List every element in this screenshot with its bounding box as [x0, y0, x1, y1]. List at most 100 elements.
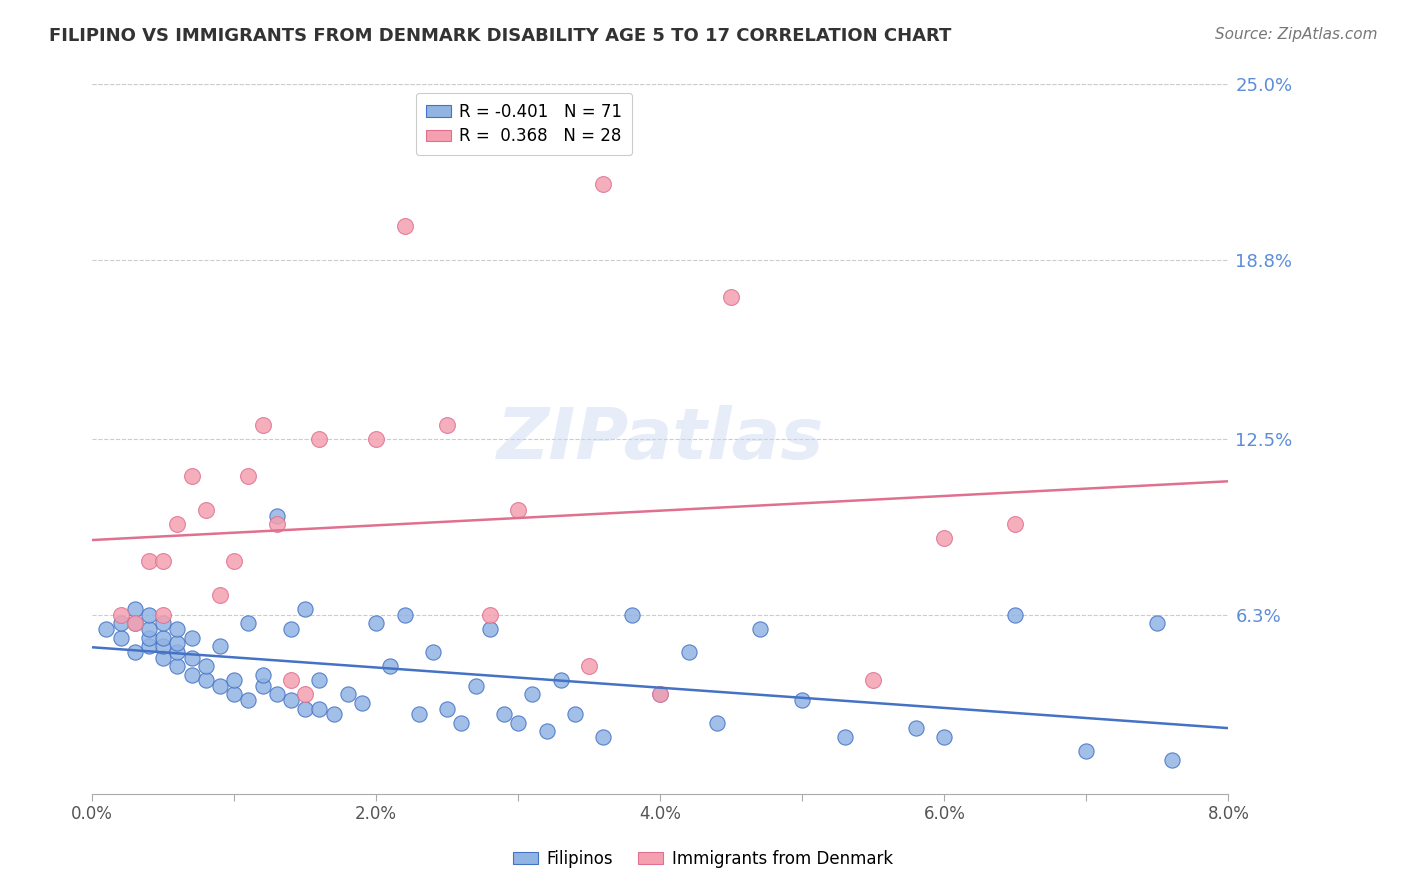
Text: FILIPINO VS IMMIGRANTS FROM DENMARK DISABILITY AGE 5 TO 17 CORRELATION CHART: FILIPINO VS IMMIGRANTS FROM DENMARK DISA…	[49, 27, 952, 45]
Point	[194, 673, 217, 688]
Point	[266, 687, 288, 701]
Point	[110, 631, 132, 645]
Legend: Filipinos, Immigrants from Denmark: Filipinos, Immigrants from Denmark	[506, 844, 900, 875]
Point	[280, 622, 302, 636]
Point	[862, 673, 884, 688]
Point	[408, 707, 430, 722]
Point	[620, 607, 643, 622]
Point	[308, 673, 330, 688]
Point	[138, 631, 160, 645]
Point	[124, 616, 146, 631]
Point	[508, 715, 530, 730]
Point	[1004, 517, 1026, 532]
Point	[266, 508, 288, 523]
Point	[110, 616, 132, 631]
Point	[138, 607, 160, 622]
Point	[1160, 753, 1182, 767]
Point	[494, 707, 516, 722]
Point	[110, 607, 132, 622]
Text: ZIPatlas: ZIPatlas	[496, 405, 824, 474]
Point	[934, 730, 956, 744]
Point	[152, 631, 174, 645]
Point	[592, 730, 614, 744]
Legend: R = -0.401   N = 71, R =  0.368   N = 28: R = -0.401 N = 71, R = 0.368 N = 28	[416, 93, 633, 155]
Point	[224, 554, 246, 568]
Point	[180, 469, 202, 483]
Point	[252, 417, 274, 432]
Point	[166, 659, 188, 673]
Point	[464, 679, 486, 693]
Point	[266, 517, 288, 532]
Point	[224, 673, 246, 688]
Point	[550, 673, 572, 688]
Text: Source: ZipAtlas.com: Source: ZipAtlas.com	[1215, 27, 1378, 42]
Point	[350, 696, 373, 710]
Point	[706, 715, 728, 730]
Point	[294, 687, 316, 701]
Point	[678, 645, 700, 659]
Point	[194, 659, 217, 673]
Point	[336, 687, 359, 701]
Point	[1076, 744, 1098, 758]
Point	[224, 687, 246, 701]
Point	[208, 639, 231, 653]
Point	[152, 607, 174, 622]
Point	[166, 636, 188, 650]
Point	[792, 693, 814, 707]
Point	[1004, 607, 1026, 622]
Point	[436, 417, 458, 432]
Point	[152, 616, 174, 631]
Point	[152, 639, 174, 653]
Point	[522, 687, 544, 701]
Point	[152, 554, 174, 568]
Point	[478, 622, 501, 636]
Point	[152, 650, 174, 665]
Point	[180, 631, 202, 645]
Point	[1146, 616, 1168, 631]
Point	[208, 679, 231, 693]
Point	[96, 622, 118, 636]
Point	[366, 616, 388, 631]
Point	[422, 645, 444, 659]
Point	[578, 659, 600, 673]
Point	[238, 469, 260, 483]
Point	[166, 622, 188, 636]
Point	[280, 693, 302, 707]
Point	[238, 693, 260, 707]
Point	[252, 667, 274, 681]
Point	[508, 503, 530, 517]
Point	[124, 602, 146, 616]
Point	[138, 639, 160, 653]
Point	[238, 616, 260, 631]
Point	[308, 701, 330, 715]
Point	[748, 622, 770, 636]
Point	[124, 645, 146, 659]
Point	[934, 532, 956, 546]
Point	[308, 432, 330, 446]
Point	[138, 554, 160, 568]
Point	[252, 679, 274, 693]
Point	[592, 177, 614, 191]
Point	[436, 701, 458, 715]
Point	[280, 673, 302, 688]
Point	[564, 707, 586, 722]
Point	[650, 687, 672, 701]
Point	[294, 602, 316, 616]
Point	[322, 707, 344, 722]
Point	[208, 588, 231, 602]
Point	[294, 701, 316, 715]
Point	[394, 219, 416, 234]
Point	[394, 607, 416, 622]
Point	[536, 724, 558, 739]
Point	[180, 667, 202, 681]
Point	[366, 432, 388, 446]
Point	[124, 616, 146, 631]
Point	[166, 517, 188, 532]
Point	[450, 715, 472, 730]
Point	[380, 659, 402, 673]
Point	[194, 503, 217, 517]
Point	[904, 722, 927, 736]
Point	[720, 290, 742, 304]
Point	[180, 650, 202, 665]
Point	[834, 730, 856, 744]
